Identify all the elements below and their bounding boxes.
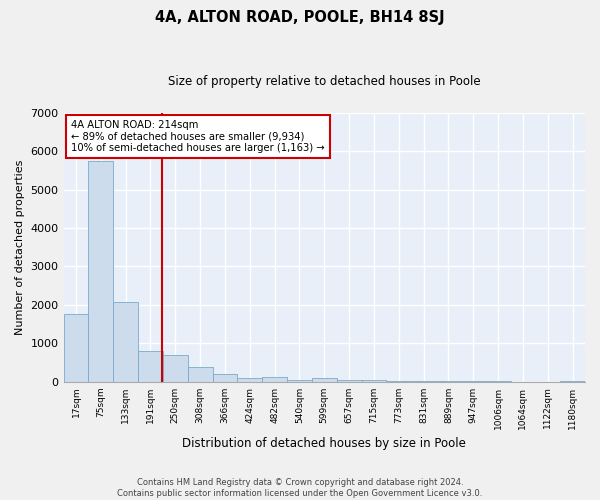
- Bar: [88, 161, 113, 382]
- Bar: [188, 368, 212, 382]
- Y-axis label: Number of detached properties: Number of detached properties: [15, 160, 25, 335]
- Bar: [262, 378, 287, 382]
- Text: Contains HM Land Registry data © Crown copyright and database right 2024.
Contai: Contains HM Land Registry data © Crown c…: [118, 478, 482, 498]
- Bar: [212, 374, 238, 382]
- Text: 4A, ALTON ROAD, POOLE, BH14 8SJ: 4A, ALTON ROAD, POOLE, BH14 8SJ: [155, 10, 445, 25]
- Bar: [312, 378, 337, 382]
- Bar: [287, 380, 312, 382]
- Bar: [238, 378, 262, 382]
- Bar: [386, 381, 411, 382]
- Bar: [138, 351, 163, 382]
- Bar: [163, 355, 188, 382]
- Bar: [362, 380, 386, 382]
- Bar: [337, 380, 362, 382]
- Text: 4A ALTON ROAD: 214sqm
← 89% of detached houses are smaller (9,934)
10% of semi-d: 4A ALTON ROAD: 214sqm ← 89% of detached …: [71, 120, 325, 152]
- X-axis label: Distribution of detached houses by size in Poole: Distribution of detached houses by size …: [182, 437, 466, 450]
- Title: Size of property relative to detached houses in Poole: Size of property relative to detached ho…: [168, 75, 481, 88]
- Bar: [64, 314, 88, 382]
- Bar: [113, 302, 138, 382]
